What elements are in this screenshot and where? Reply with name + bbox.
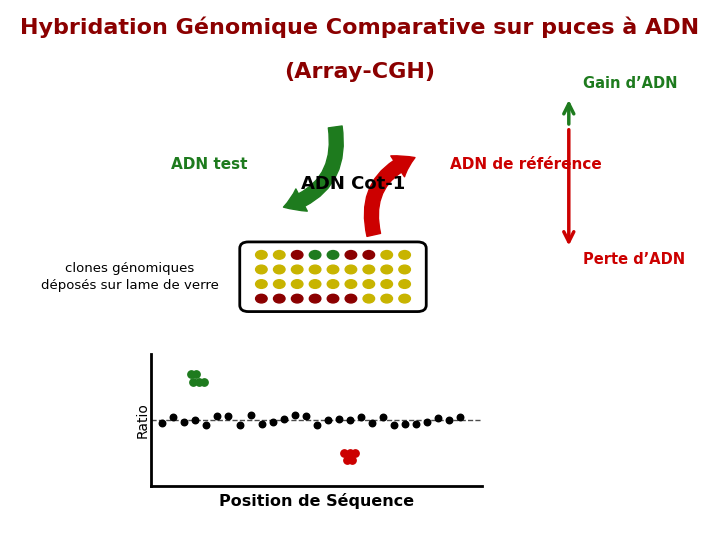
Circle shape [345,280,356,288]
Point [355,413,366,421]
Circle shape [345,265,356,274]
Point [212,411,223,420]
Y-axis label: Ratio: Ratio [136,402,150,438]
Point [346,456,358,464]
Circle shape [256,280,267,288]
Point [168,413,179,422]
Circle shape [399,280,410,288]
Circle shape [274,280,285,288]
Circle shape [327,251,339,259]
Point [193,377,204,386]
Point [338,449,350,457]
Circle shape [292,251,303,259]
Text: ADN Cot-1: ADN Cot-1 [301,174,405,193]
Point [289,411,300,420]
Circle shape [327,294,339,303]
Point [278,414,289,423]
Text: clones génomiques: clones génomiques [65,262,194,275]
Circle shape [363,280,374,288]
Circle shape [274,265,285,274]
Circle shape [292,280,303,288]
Circle shape [310,251,321,259]
Text: ADN de référence: ADN de référence [450,157,601,172]
Circle shape [345,294,356,303]
Point [388,421,400,429]
Text: Hybridation Génomique Comparative sur puces à ADN: Hybridation Génomique Comparative sur pu… [20,16,700,38]
Point [366,419,378,428]
Point [341,456,352,464]
Text: Perte d’ADN: Perte d’ADN [583,252,685,267]
Point [245,411,256,420]
Point [187,377,199,386]
FancyArrowPatch shape [284,126,343,211]
Point [322,415,333,424]
Text: ADN test: ADN test [171,157,247,172]
Point [410,420,422,428]
Circle shape [256,251,267,259]
Text: Gain d’ADN: Gain d’ADN [583,76,678,91]
Text: (Array-CGH): (Array-CGH) [284,62,436,82]
Point [300,412,312,421]
Circle shape [310,265,321,274]
Point [222,411,234,420]
Circle shape [363,294,374,303]
Point [179,418,190,427]
FancyArrowPatch shape [364,156,415,237]
Point [234,420,246,429]
Text: Position de Séquence: Position de Séquence [219,493,415,509]
Point [267,418,279,427]
Point [199,377,210,386]
Circle shape [256,265,267,274]
Circle shape [399,265,410,274]
Point [421,417,433,426]
Circle shape [327,280,339,288]
Circle shape [274,294,285,303]
Circle shape [274,251,285,259]
Point [185,370,197,379]
Circle shape [310,294,321,303]
Point [400,419,411,428]
Circle shape [363,251,374,259]
Point [344,416,356,424]
Circle shape [381,251,392,259]
Circle shape [256,294,267,303]
Circle shape [327,265,339,274]
Point [191,370,202,379]
Circle shape [310,280,321,288]
Circle shape [292,265,303,274]
Circle shape [381,294,392,303]
FancyBboxPatch shape [240,242,426,312]
Circle shape [381,265,392,274]
Circle shape [399,294,410,303]
Point [444,416,455,424]
Circle shape [292,294,303,303]
Point [333,415,345,424]
Point [189,415,201,424]
Point [350,449,361,457]
Point [433,414,444,422]
Point [201,421,212,429]
Point [311,421,323,429]
Point [256,419,267,428]
Point [454,412,466,421]
Circle shape [381,280,392,288]
Text: déposés sur lame de verre: déposés sur lame de verre [40,279,219,292]
Point [156,419,168,428]
Point [377,413,389,421]
Circle shape [399,251,410,259]
Point [344,449,356,457]
Circle shape [363,265,374,274]
Circle shape [345,251,356,259]
